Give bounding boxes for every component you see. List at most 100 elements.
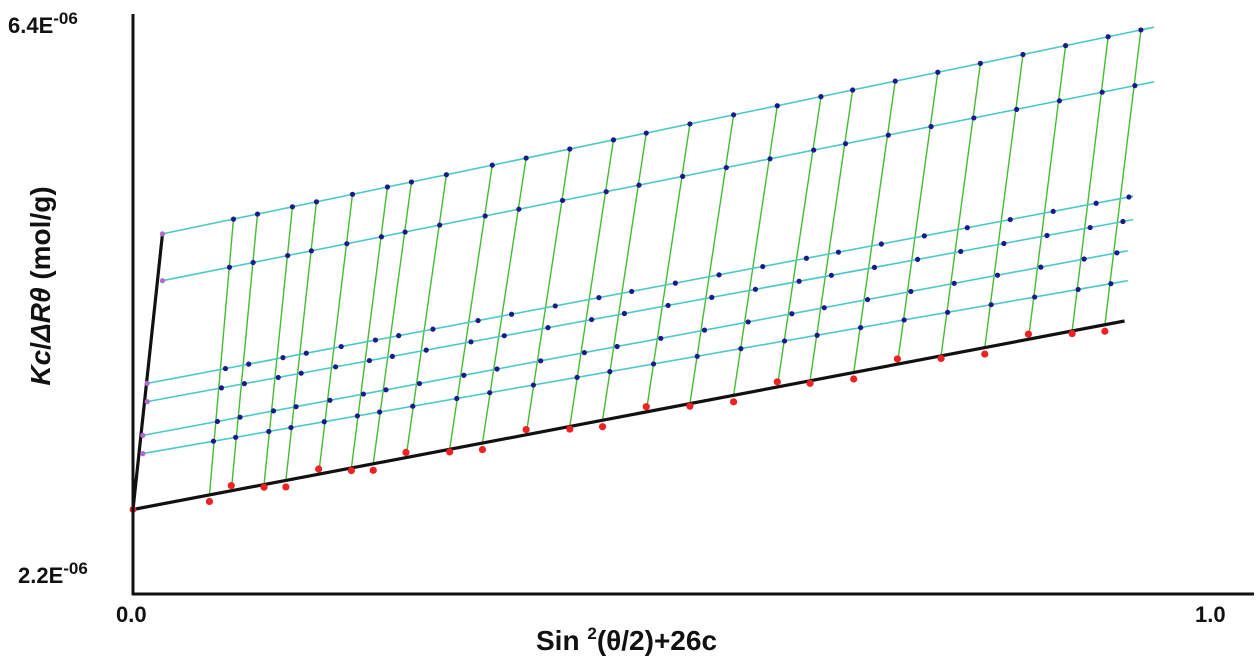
zero-concentration-point	[773, 378, 781, 386]
measured-point	[487, 390, 493, 396]
measured-point	[214, 418, 221, 425]
angle-line-13	[601, 132, 647, 421]
x-tick-label-left: 0.0	[116, 602, 147, 627]
measured-point	[835, 249, 842, 255]
measured-point	[694, 353, 700, 359]
measured-point	[811, 147, 817, 153]
measured-point	[360, 391, 367, 397]
measured-point	[501, 333, 507, 339]
angle-line-14	[645, 123, 691, 413]
zero-angle-point	[144, 380, 150, 386]
angle-line-25	[1104, 29, 1142, 325]
zero-concentration-point	[642, 403, 650, 411]
angle-line-15	[689, 114, 735, 404]
measured-point	[241, 381, 247, 387]
measured-point	[254, 211, 261, 217]
measured-point	[994, 272, 1001, 278]
zero-concentration-point	[566, 425, 574, 433]
measured-point	[964, 225, 970, 231]
measured-point	[687, 121, 693, 127]
extrapolation-layer	[131, 233, 1125, 512]
angle-line-16	[732, 105, 778, 396]
measured-point	[222, 365, 229, 372]
zero-concentration-point	[347, 466, 355, 475]
angle-line-20	[896, 72, 939, 365]
measured-point	[977, 60, 983, 66]
zero-concentration-point	[1101, 327, 1109, 335]
measured-point	[1062, 43, 1069, 49]
zero-concentration-point	[598, 423, 607, 431]
measured-point	[443, 172, 450, 178]
measured-point	[545, 325, 551, 331]
measured-point	[871, 264, 878, 270]
measured-point	[430, 326, 436, 332]
measured-point	[878, 241, 884, 247]
measured-point	[1075, 286, 1081, 293]
measured-point	[567, 146, 573, 152]
measured-point	[1001, 240, 1007, 247]
measured-point	[468, 339, 474, 345]
measured-point	[285, 252, 291, 259]
measured-point	[774, 103, 780, 109]
angle-line-23	[1027, 45, 1067, 340]
measured-point	[1081, 256, 1087, 262]
measured-point	[246, 361, 252, 367]
angle-line-18	[809, 89, 854, 381]
angle-line-22	[984, 54, 1024, 348]
measured-point	[928, 123, 934, 130]
angle-line-4	[285, 201, 318, 481]
measured-point	[237, 414, 243, 420]
measured-point	[650, 361, 657, 367]
measured-point	[1138, 27, 1144, 33]
measured-point	[738, 346, 744, 352]
zero-concentration-point	[205, 497, 214, 506]
measured-point	[1105, 34, 1111, 40]
angle-line-5	[317, 194, 354, 475]
measured-point	[1126, 194, 1132, 200]
zero-concentration-point	[806, 379, 814, 387]
measured-point	[716, 272, 722, 278]
measured-point	[461, 372, 467, 378]
measured-point	[1087, 224, 1093, 231]
zero-concentration-point	[260, 483, 268, 491]
angle-line-19	[853, 81, 896, 373]
zero-concentration-point	[522, 425, 530, 434]
angle-line-17	[776, 96, 822, 388]
measured-point	[945, 309, 951, 315]
zero-concentration-point	[369, 466, 377, 474]
measured-point	[1108, 281, 1114, 287]
y-tick-label-top: 6.4E-06	[8, 9, 78, 38]
measured-point	[270, 408, 277, 414]
measured-point	[516, 206, 522, 212]
measured-point	[607, 369, 613, 375]
measured-point	[723, 164, 729, 171]
angle-line-3	[263, 206, 294, 485]
measured-point	[408, 179, 415, 185]
angle-line-9	[448, 165, 493, 450]
y-tick-label-bottom: 2.2E-06	[18, 559, 88, 588]
measured-point	[308, 248, 314, 254]
angle-line-7	[372, 181, 413, 464]
measured-point	[530, 382, 537, 388]
measured-point	[383, 387, 389, 393]
measured-point	[402, 229, 408, 235]
measured-point	[349, 191, 356, 197]
measured-point	[828, 272, 834, 278]
measured-point	[1120, 218, 1126, 225]
measured-point	[610, 137, 617, 143]
measured-point	[275, 374, 281, 381]
measured-point	[814, 332, 820, 338]
zero-angle-point	[140, 432, 146, 438]
measured-point	[672, 280, 678, 286]
measured-point	[614, 343, 620, 350]
measured-point	[410, 403, 416, 409]
measured-point	[210, 438, 217, 444]
measured-point	[603, 189, 609, 195]
measured-point	[892, 78, 898, 84]
zero-concentration-point	[1068, 329, 1076, 338]
measured-point	[665, 302, 671, 309]
x-tick-label-right: 1.0	[1195, 602, 1226, 627]
measured-point	[288, 424, 294, 431]
measured-point	[366, 357, 373, 364]
